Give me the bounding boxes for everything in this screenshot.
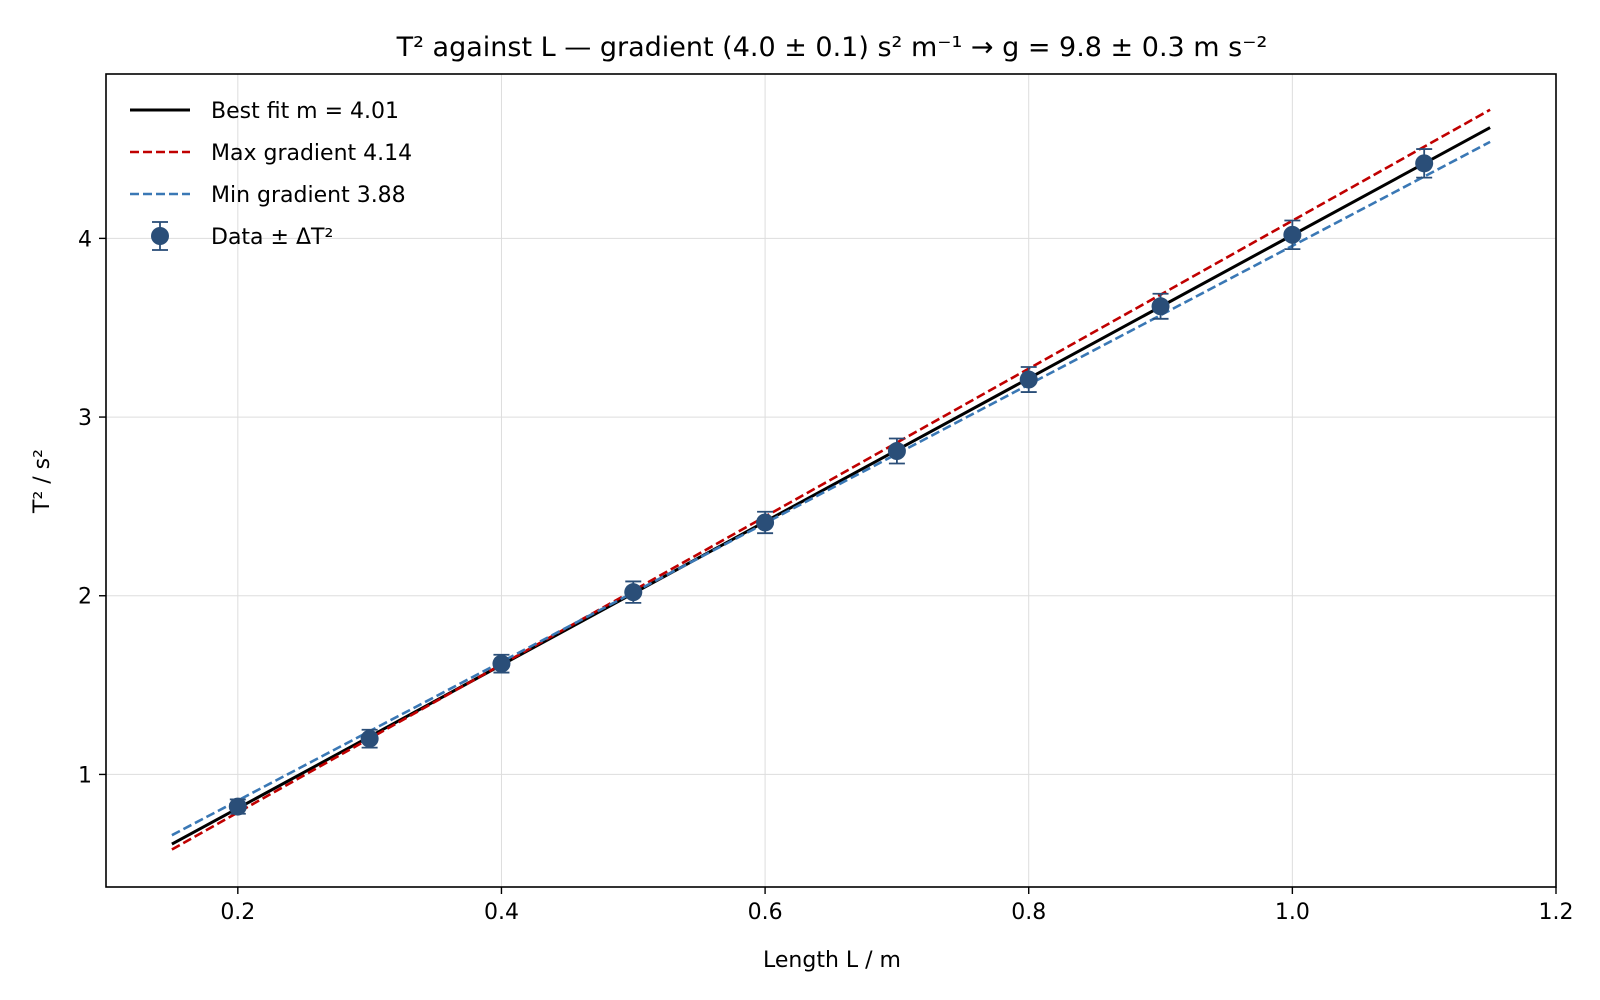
fit-line bbox=[171, 140, 1491, 837]
legend-entry: Data ± ΔT² bbox=[151, 221, 333, 251]
point-marker bbox=[1283, 225, 1302, 244]
fit-lines bbox=[171, 108, 1491, 851]
point-marker bbox=[1019, 370, 1038, 389]
data-point bbox=[1019, 366, 1038, 393]
point-marker bbox=[887, 442, 906, 461]
point-marker bbox=[228, 797, 247, 816]
x-axis-label: Length L / m bbox=[763, 948, 901, 973]
data-points bbox=[228, 148, 1434, 816]
legend-label: Best fit m = 4.01 bbox=[211, 99, 399, 124]
legend: Best fit m = 4.01 Max gradient 4.14 Min gr… bbox=[130, 99, 412, 251]
x-tick-label: 0.4 bbox=[484, 900, 519, 925]
data-point bbox=[492, 653, 511, 674]
legend-marker bbox=[151, 227, 169, 245]
y-tick-label: 1 bbox=[78, 763, 92, 788]
data-point bbox=[1415, 148, 1434, 179]
data-point bbox=[1283, 219, 1302, 251]
data-point bbox=[360, 728, 379, 749]
x-tick-label: 0.6 bbox=[748, 900, 783, 925]
data-point bbox=[228, 797, 247, 816]
y-tick-label: 2 bbox=[78, 585, 92, 610]
point-marker bbox=[624, 583, 643, 602]
legend-entry: Best fit m = 4.01 bbox=[130, 99, 399, 124]
data-point bbox=[1151, 292, 1170, 320]
x-tick-label: 1.0 bbox=[1275, 900, 1310, 925]
point-marker bbox=[492, 654, 511, 673]
legend-label: Min gradient 3.88 bbox=[211, 183, 406, 208]
x-tick-label: 1.2 bbox=[1539, 900, 1574, 925]
x-tick-label: 0.2 bbox=[220, 900, 255, 925]
y-tick-label: 3 bbox=[78, 406, 92, 431]
point-marker bbox=[1151, 297, 1170, 316]
legend-entry: Min gradient 3.88 bbox=[130, 183, 406, 208]
data-point bbox=[887, 437, 906, 465]
point-marker bbox=[1415, 154, 1434, 173]
y-tick-label: 4 bbox=[78, 227, 92, 252]
x-axis: 0.2 0.4 0.6 0.8 1.0 1.2 bbox=[220, 887, 1574, 925]
legend-label: Data ± ΔT² bbox=[211, 225, 333, 250]
point-marker bbox=[360, 729, 379, 748]
chart-title: T² against L — gradient (4.0 ± 0.1) s² m… bbox=[396, 32, 1268, 63]
x-tick-label: 0.8 bbox=[1011, 900, 1046, 925]
legend-entry: Max gradient 4.14 bbox=[130, 141, 412, 166]
y-axis: 1 2 3 4 bbox=[78, 227, 106, 788]
data-point bbox=[624, 580, 643, 604]
point-marker bbox=[756, 513, 775, 532]
plot-frame bbox=[105, 73, 1557, 888]
y-axis-label: T² / s² bbox=[30, 449, 55, 514]
data-point bbox=[756, 510, 775, 535]
legend-label: Max gradient 4.14 bbox=[211, 141, 412, 166]
fit-line bbox=[171, 108, 1491, 851]
